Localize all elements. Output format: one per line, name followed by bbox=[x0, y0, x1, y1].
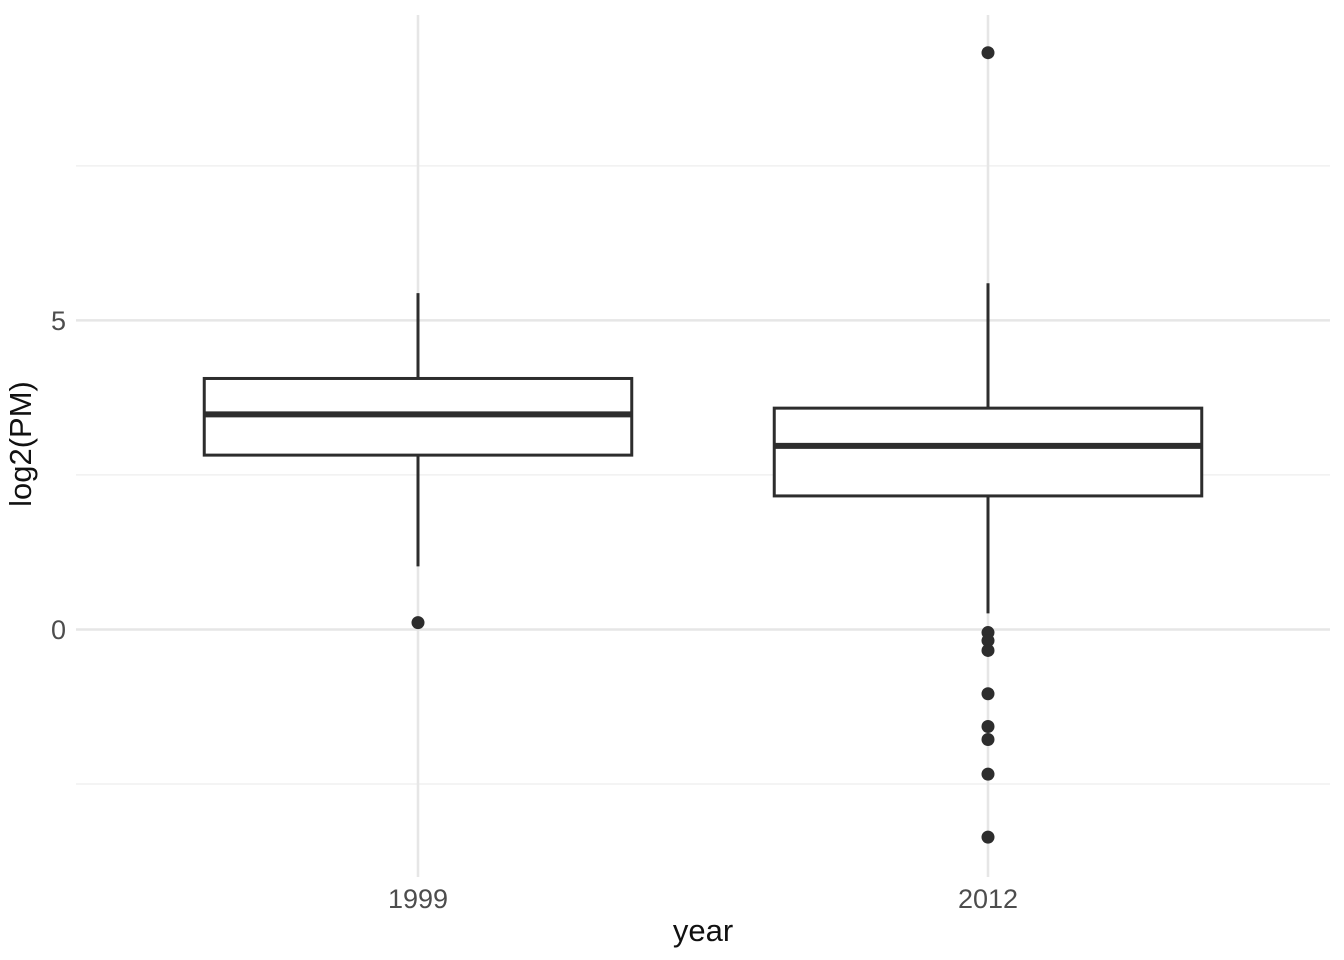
y-axis-title: log2(PM) bbox=[3, 381, 38, 507]
y-axis-tick-labels: 05 bbox=[51, 306, 66, 645]
x-axis-tick-labels: 1999 2012 bbox=[388, 884, 1018, 914]
x-axis-title: year bbox=[673, 913, 733, 948]
outlier-point bbox=[981, 732, 995, 746]
outlier-point bbox=[981, 767, 995, 781]
outlier-point bbox=[981, 830, 995, 844]
iqr-box bbox=[772, 406, 1204, 498]
x-tick-label: 1999 bbox=[388, 884, 448, 914]
outlier-point bbox=[981, 643, 995, 657]
outlier-point bbox=[411, 616, 425, 630]
y-tick-label: 5 bbox=[51, 306, 66, 336]
outlier-point bbox=[981, 687, 995, 701]
outlier-point bbox=[981, 46, 995, 60]
x-tick-label: 2012 bbox=[958, 884, 1018, 914]
major-gridlines bbox=[76, 319, 1330, 631]
boxplot-1999 bbox=[202, 293, 634, 630]
y-tick-label: 0 bbox=[51, 615, 66, 645]
boxplot-series bbox=[202, 46, 1204, 844]
outlier-point bbox=[981, 634, 995, 648]
boxplot-2012 bbox=[772, 46, 1204, 844]
outlier-point bbox=[981, 719, 995, 733]
